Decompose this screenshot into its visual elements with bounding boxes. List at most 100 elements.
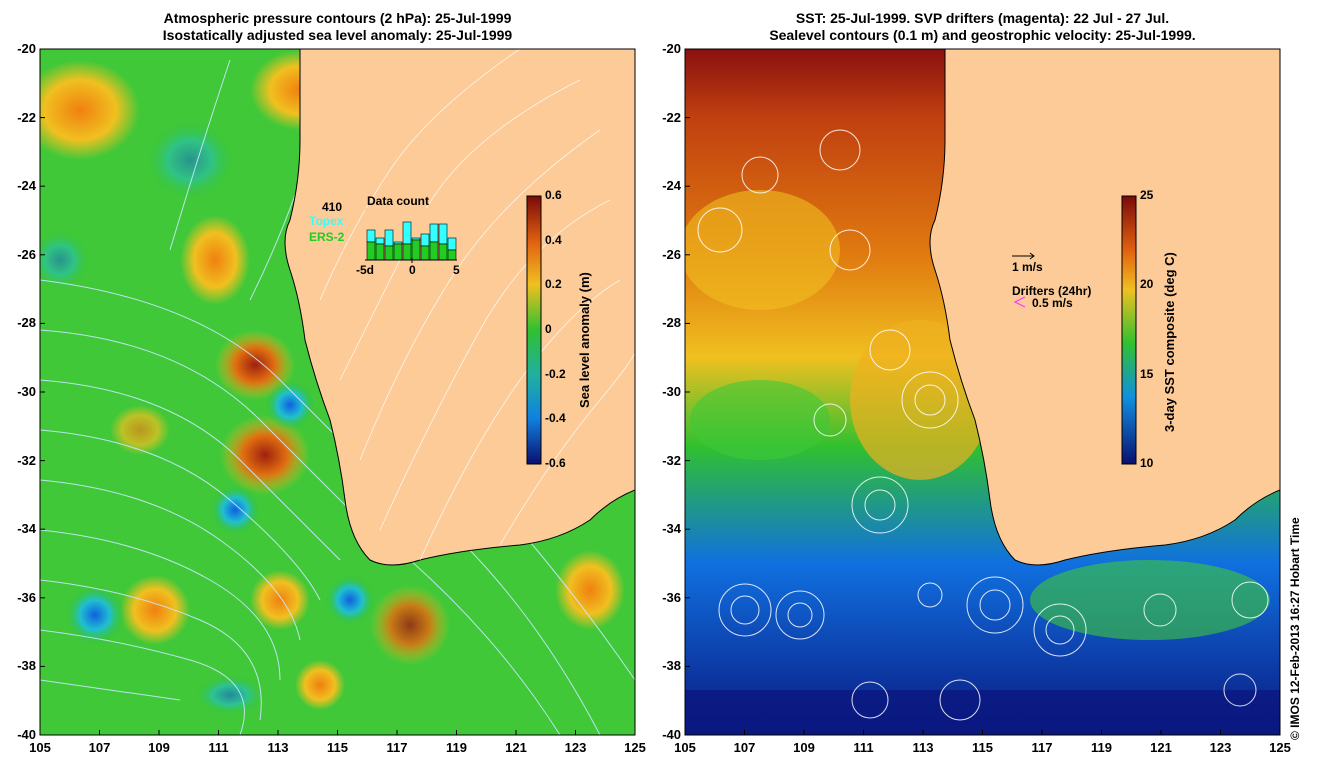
y-tick-label: -24 <box>17 178 36 194</box>
topex-bar <box>393 241 403 245</box>
y-tick-label: -28 <box>662 315 681 331</box>
left-map <box>40 49 635 735</box>
ers2-bar <box>429 241 439 261</box>
right-map <box>685 49 1280 735</box>
x-tick-label: 119 <box>1091 740 1112 755</box>
y-tick-label: -34 <box>662 521 681 537</box>
y-tick-label: -40 <box>662 727 681 742</box>
left-title-line2: Isostatically adjusted sea level anomaly… <box>162 27 513 43</box>
ers2-bar <box>384 245 394 261</box>
topex-bar <box>411 237 421 241</box>
ers2-bar <box>393 243 403 261</box>
colorbar-tick-label: 15 <box>1140 366 1154 381</box>
topex-bar <box>384 229 394 247</box>
right-title-line1: SST: 25-Jul-1999. SVP drifters (magenta)… <box>795 10 1170 26</box>
inset-title: Data count <box>367 194 430 208</box>
left-title-line1: Atmospheric pressure contours (2 hPa): 2… <box>163 10 512 26</box>
sla-colorbar <box>526 195 542 465</box>
credit-text: © IMOS 12-Feb-2013 16:27 Hobart Time <box>1288 517 1302 740</box>
topex-bar <box>447 237 457 251</box>
x-tick-label: 117 <box>386 740 408 755</box>
x-tick-label: 105 <box>29 740 51 755</box>
ers2-bar <box>402 243 412 261</box>
ers2-bar <box>447 249 457 261</box>
y-tick-label: -36 <box>662 589 681 605</box>
y-tick-label: -36 <box>17 589 36 605</box>
ers2-bar <box>438 243 448 261</box>
y-tick-label: -22 <box>662 109 681 125</box>
topex-bar <box>366 229 376 243</box>
sst-colorbar-label: 3-day SST composite (deg C) <box>1162 252 1177 432</box>
x-tick-label: 113 <box>267 740 289 755</box>
x-tick-label: 121 <box>505 740 527 755</box>
ers2-bar <box>411 239 421 261</box>
y-tick-label: -30 <box>17 384 36 399</box>
drifter-legend-title: Drifters (24hr) <box>1012 284 1092 298</box>
colorbar-tick-label: 20 <box>1140 277 1154 292</box>
australia-land-left <box>284 49 635 566</box>
right-title-line2: Sealevel contours (0.1 m) and geostrophi… <box>769 27 1196 43</box>
y-tick-label: -38 <box>662 658 681 674</box>
x-tick-label: 125 <box>624 740 646 755</box>
x-tick-label: 121 <box>1150 740 1172 755</box>
colorbar-tick-label: 10 <box>1140 456 1154 470</box>
colorbar-tick-label: 0.2 <box>545 277 562 292</box>
x-tick-label: 115 <box>972 740 993 755</box>
x-tick-label: 125 <box>1269 740 1291 755</box>
colorbar-tick-label: 0 <box>545 322 552 336</box>
x-tick-label: 105 <box>674 740 696 755</box>
x-tick-label: 109 <box>793 740 815 755</box>
colorbar-tick-label: 0.6 <box>545 188 562 202</box>
y-tick-label: -20 <box>662 41 681 56</box>
y-tick-label: -34 <box>17 521 36 537</box>
y-tick-label: -32 <box>662 452 681 468</box>
x-tick-label: 109 <box>148 740 170 755</box>
y-tick-label: -24 <box>662 178 681 194</box>
x-tick-label: 123 <box>564 740 587 755</box>
topex-bar <box>420 233 430 247</box>
x-tick-label: 107 <box>733 740 756 755</box>
y-tick-label: -22 <box>17 109 36 125</box>
ers2-bar <box>366 241 376 261</box>
colorbar-tick-label: 0.4 <box>545 232 562 247</box>
y-tick-label: -40 <box>17 727 36 742</box>
y-tick-label: -38 <box>17 658 36 674</box>
topex-bar <box>375 237 385 245</box>
inset-xtick-0: 0 <box>409 263 416 277</box>
data-count-histogram <box>365 208 457 263</box>
x-tick-label: 115 <box>327 740 348 755</box>
y-tick-label: -26 <box>17 246 36 262</box>
australia-land-right <box>929 49 1280 566</box>
x-tick-label: 113 <box>912 740 934 755</box>
inset-count: 410 <box>322 200 343 214</box>
sst-colorbar <box>1121 195 1137 465</box>
velocity-scale-label: 1 m/s <box>1012 260 1043 274</box>
inset-xtick-neg5: -5d <box>356 263 374 277</box>
inset-xtick-5: 5 <box>453 263 460 277</box>
colorbar-tick-label: -0.4 <box>545 411 566 426</box>
x-tick-label: 111 <box>853 740 874 755</box>
inset-legend-ers2: ERS-2 <box>309 230 345 244</box>
x-tick-label: 123 <box>1209 740 1232 755</box>
colorbar-tick-label: 25 <box>1140 188 1154 202</box>
colorbar-tick-label: -0.2 <box>545 366 566 381</box>
ers2-bar <box>420 245 430 261</box>
drifter-scale-label: 0.5 m/s <box>1032 296 1073 310</box>
sla-colorbar-label: Sea level anomaly (m) <box>577 272 592 408</box>
topex-bar <box>438 223 448 245</box>
y-tick-label: -20 <box>17 41 36 56</box>
inset-legend-topex: Topex <box>309 214 344 228</box>
y-tick-label: -32 <box>17 452 36 468</box>
x-tick-label: 111 <box>208 740 229 755</box>
x-tick-label: 107 <box>88 740 111 755</box>
ers2-bar <box>375 243 385 261</box>
topex-bar <box>429 223 439 243</box>
y-tick-label: -28 <box>17 315 36 331</box>
topex-bar <box>402 221 412 245</box>
x-tick-label: 119 <box>446 740 467 755</box>
y-tick-label: -30 <box>662 384 681 399</box>
colorbar-tick-label: -0.6 <box>545 456 566 470</box>
y-tick-label: -26 <box>662 246 681 262</box>
x-tick-label: 117 <box>1031 740 1053 755</box>
